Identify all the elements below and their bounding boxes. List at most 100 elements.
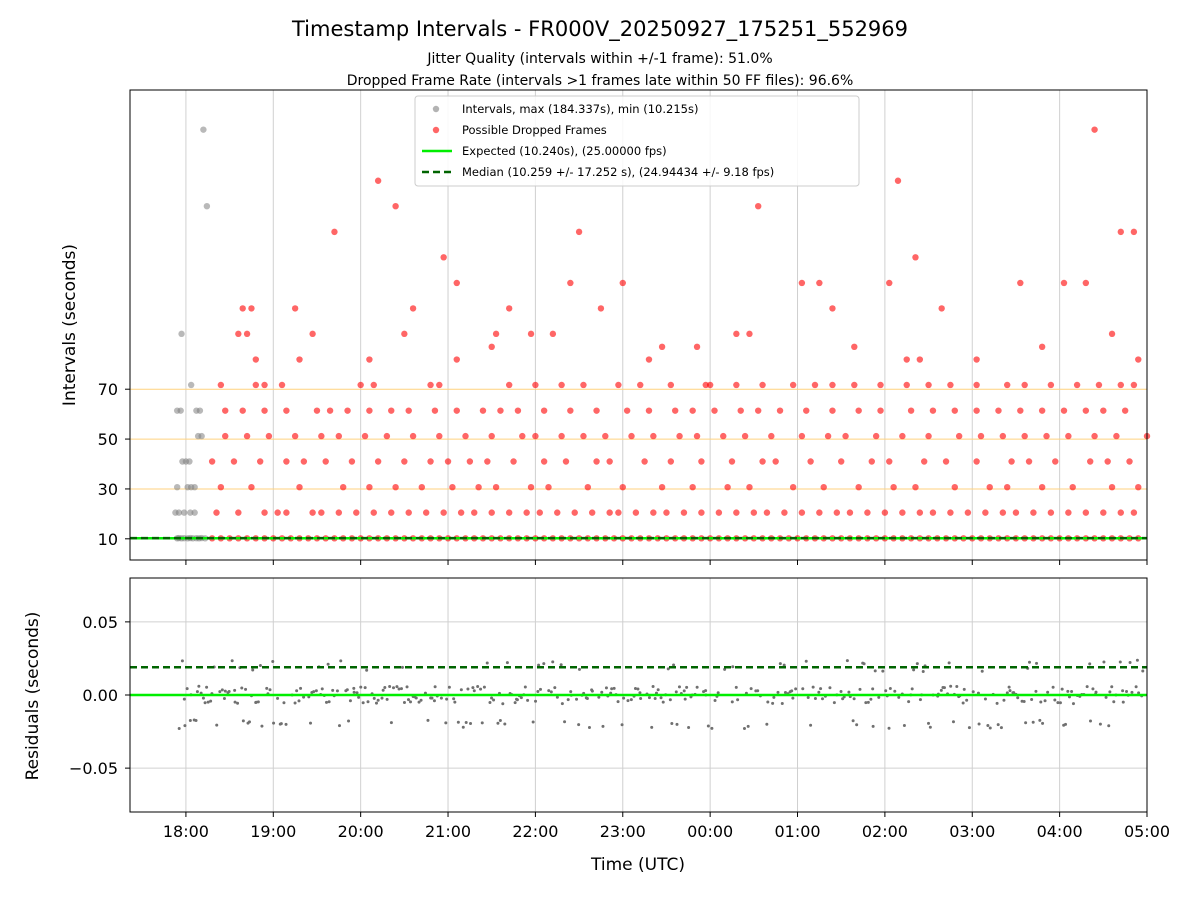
dropped-frame-point — [781, 509, 788, 516]
dropped-frame-point — [811, 381, 819, 389]
dropped-frame-point — [235, 330, 242, 338]
dropped-frame-point — [754, 202, 762, 210]
dropped-frame-point — [951, 407, 958, 414]
residual-point — [426, 718, 430, 722]
residual-point — [965, 698, 969, 702]
dropped-frame-point — [1017, 279, 1024, 287]
residual-point — [1043, 699, 1047, 703]
residual-point — [626, 699, 630, 703]
residual-point — [388, 684, 392, 688]
residual-point — [704, 689, 708, 693]
dropped-frame-point — [816, 509, 823, 516]
dropped-frame-point — [824, 432, 832, 440]
residual-point — [682, 689, 686, 693]
legend-median: Median (10.259 +/- 17.252 s), (24.94434 … — [462, 165, 774, 179]
residual-point — [453, 700, 457, 704]
residual-point — [636, 687, 640, 691]
residual-point — [469, 721, 473, 725]
residual-point — [862, 662, 866, 666]
residual-point — [236, 701, 240, 705]
residual-point — [1030, 698, 1034, 702]
dropped-frame-point — [938, 305, 945, 312]
x-tick-label: 20:00 — [338, 822, 384, 841]
dropped-frame-point — [462, 432, 469, 440]
residual-point — [839, 689, 843, 693]
residual-point — [551, 660, 555, 664]
dropped-frame-point — [348, 458, 356, 465]
residual-point — [577, 723, 581, 727]
residual-point — [716, 691, 720, 695]
residual-point — [1039, 700, 1043, 704]
residual-point — [563, 720, 567, 724]
residual-point — [1064, 722, 1068, 726]
residual-point — [188, 718, 192, 722]
residual-point — [961, 701, 965, 705]
residual-point — [183, 724, 187, 728]
residual-point — [967, 726, 971, 730]
residual-point — [980, 669, 984, 673]
dropped-frame-point — [798, 509, 806, 516]
dropped-frame-point — [851, 343, 858, 351]
residual-point — [813, 696, 817, 700]
interval-point — [173, 483, 181, 491]
residual-point — [355, 691, 359, 695]
residual-point — [575, 697, 579, 701]
residual-point — [804, 659, 808, 663]
dropped-frame-point — [256, 458, 264, 465]
residual-point — [587, 726, 591, 730]
dropped-frame-point — [1073, 381, 1081, 389]
dropped-frame-point — [868, 458, 875, 465]
dropped-frame-point — [444, 458, 452, 465]
dropped-frame-point — [602, 432, 609, 440]
residual-point — [1112, 700, 1116, 704]
dropped-frame-point — [318, 509, 325, 516]
residual-point — [1024, 721, 1028, 725]
residual-point — [1130, 690, 1134, 694]
residual-point — [851, 719, 855, 723]
dropped-frame-point — [1130, 381, 1138, 389]
dropped-frame-point — [523, 509, 530, 516]
residual-point — [1094, 690, 1098, 694]
residual-point — [1121, 689, 1125, 693]
residual-point — [600, 690, 604, 694]
dropped-frame-point — [554, 509, 561, 516]
residual-point — [380, 696, 384, 700]
dropped-frame-point — [619, 279, 626, 287]
residual-point — [430, 696, 434, 700]
dropped-frame-point — [977, 432, 985, 440]
dropped-frame-point — [973, 381, 980, 389]
residual-point — [1035, 661, 1039, 665]
residual-point — [670, 721, 674, 725]
dropped-frame-point — [628, 432, 635, 440]
residual-point — [276, 696, 280, 700]
residual-point — [907, 700, 911, 704]
dropped-frame-point — [374, 458, 382, 465]
dropped-frame-point — [711, 407, 718, 414]
residual-point — [337, 724, 341, 728]
dropped-frame-point — [1082, 509, 1090, 516]
dropped-frame-point — [492, 330, 500, 338]
residual-point — [1141, 669, 1145, 673]
dropped-frame-point — [864, 509, 871, 516]
residual-point — [503, 722, 507, 726]
residual-point — [560, 702, 564, 706]
residual-point — [616, 700, 620, 704]
residual-point — [260, 724, 264, 728]
residual-point — [1051, 685, 1055, 689]
subtitle-jitter: Jitter Quality (intervals within +/-1 fr… — [426, 51, 772, 67]
dropped-frame-point — [243, 330, 251, 338]
dropped-frame-point — [283, 407, 290, 414]
dropped-frame-point — [567, 407, 574, 414]
residual-point — [347, 719, 351, 723]
dropped-frame-point — [401, 458, 408, 465]
subtitle-dropped: Dropped Frame Rate (intervals >1 frames … — [347, 73, 854, 89]
residual-point — [395, 685, 399, 689]
dropped-frame-point — [366, 483, 373, 491]
dropped-frame-point — [418, 483, 426, 491]
dropped-frame-point — [440, 254, 447, 261]
dropped-frame-point — [1021, 432, 1028, 440]
dropped-frame-point — [663, 509, 670, 516]
dropped-frame-point — [833, 509, 841, 516]
residual-point — [265, 686, 269, 690]
dropped-frame-point — [947, 381, 954, 389]
